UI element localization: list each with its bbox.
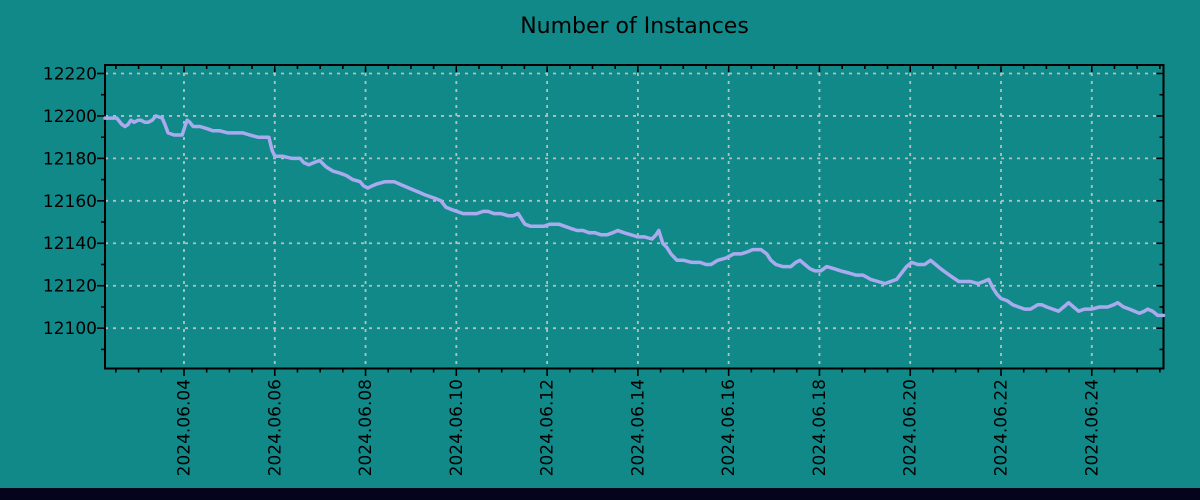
y-tick-label: 12180 xyxy=(43,149,97,169)
y-tick-label: 12120 xyxy=(43,277,97,297)
x-tick-label: 2024.06.22 xyxy=(992,379,1012,476)
y-tick-label: 12220 xyxy=(43,64,97,84)
x-tick-label: 2024.06.06 xyxy=(265,379,285,476)
x-tick-label: 2024.06.16 xyxy=(719,379,739,476)
x-tick-label: 2024.06.14 xyxy=(628,379,648,476)
x-tick-label: 2024.06.10 xyxy=(447,379,467,476)
y-tick-label: 12140 xyxy=(43,234,97,254)
data-line xyxy=(103,114,1166,318)
x-tick-label: 2024.06.18 xyxy=(810,379,830,476)
y-tick-label: 12160 xyxy=(43,192,97,212)
chart-plot: 12100 12120 12140 12160 12180 12200 12220 2024.… xyxy=(43,64,1166,476)
x-tick-label: 2024.06.24 xyxy=(1082,379,1102,476)
x-tick-label: 2024.06.04 xyxy=(174,379,194,476)
chart-title: Number of Instances xyxy=(520,14,749,39)
plot-border xyxy=(104,64,1165,370)
y-tick-label: 12200 xyxy=(43,107,97,127)
bottom-bar xyxy=(0,488,1200,500)
y-tick-label: 12100 xyxy=(43,319,97,339)
x-tick-label: 2024.06.12 xyxy=(538,379,558,476)
x-tick-label: 2024.06.08 xyxy=(356,379,376,476)
x-tick-label: 2024.06.20 xyxy=(901,379,921,476)
